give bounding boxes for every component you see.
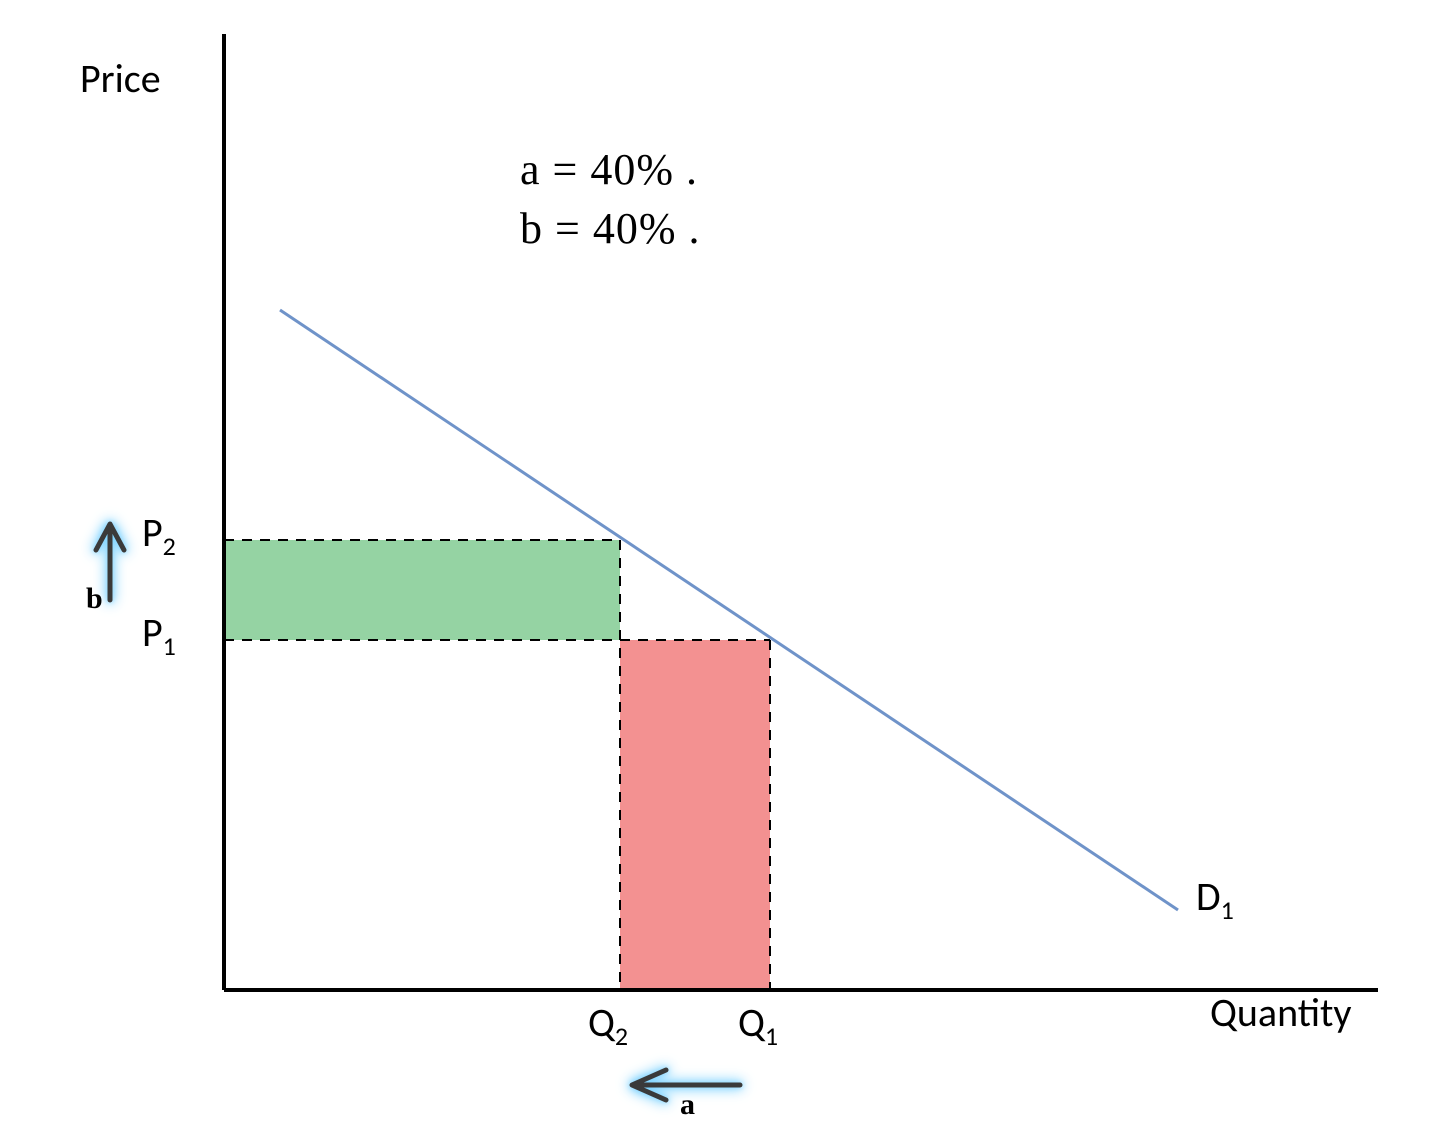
red-region bbox=[620, 640, 770, 990]
label-p2-letter: P bbox=[142, 508, 163, 557]
economics-demand-diagram: Price Quantity P2 P1 Q2 Q1 D1 a = 40% . … bbox=[0, 0, 1440, 1146]
handwritten-annotation: a = 40% . b = 40% . bbox=[520, 140, 700, 259]
x-axis-label: Quantity bbox=[1210, 988, 1352, 1037]
arrow-b-label: b bbox=[86, 582, 103, 616]
label-q1: Q1 bbox=[738, 998, 778, 1052]
label-d1-letter: D bbox=[1196, 872, 1221, 921]
label-d1-sub: 1 bbox=[1221, 894, 1234, 926]
green-region bbox=[224, 540, 620, 640]
label-q1-letter: Q bbox=[738, 998, 765, 1047]
label-d1: D1 bbox=[1196, 872, 1234, 926]
y-axis-label: Price bbox=[80, 54, 161, 103]
annot-line-1: a = 40% . bbox=[520, 140, 700, 199]
label-p2-sub: 2 bbox=[163, 530, 176, 562]
label-q1-sub: 1 bbox=[765, 1020, 778, 1052]
label-p1-letter: P bbox=[142, 608, 163, 657]
diagram-svg bbox=[0, 0, 1440, 1146]
label-q2-letter: Q bbox=[588, 998, 615, 1047]
label-p1-sub: 1 bbox=[163, 630, 176, 662]
label-q2: Q2 bbox=[588, 998, 628, 1052]
arrow-a-label: a bbox=[680, 1088, 695, 1122]
label-p2: P2 bbox=[142, 508, 176, 562]
label-p1: P1 bbox=[142, 608, 176, 662]
annot-line-2: b = 40% . bbox=[520, 199, 700, 258]
label-q2-sub: 2 bbox=[615, 1020, 628, 1052]
